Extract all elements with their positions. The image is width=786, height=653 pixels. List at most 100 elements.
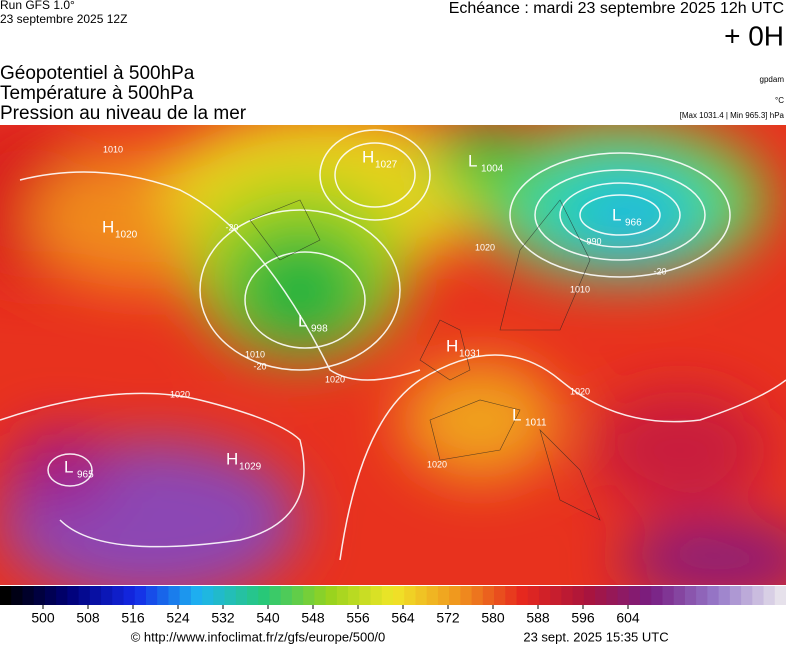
colorbar-swatch [22, 586, 35, 605]
title: Géopotentiel à 500hPa [0, 63, 195, 84]
colorbar-swatch [763, 586, 776, 605]
unit-temperature: °C [775, 96, 784, 105]
colorbar-swatch [291, 586, 304, 605]
colorbar-swatch [729, 586, 742, 605]
center-type: H [226, 449, 238, 468]
colorbar-swatch [67, 586, 80, 605]
colorbar: 500 508 516 524 532 540 548 556 564 572 580 588 596 6… [0, 586, 786, 626]
colorbar-swatch [538, 586, 551, 605]
contour-label: 1020 [570, 386, 590, 396]
colorbar-swatch [741, 586, 753, 605]
colorbar-swatch [269, 586, 282, 605]
colorbar-tick-label: 540 [256, 610, 280, 626]
colorbar-swatch [707, 586, 720, 605]
colorbar-swatch [494, 586, 506, 605]
colorbar-swatch [471, 586, 484, 605]
colorbar-swatch [314, 586, 327, 605]
colorbar-swatch [426, 586, 439, 605]
colorbar-swatch [561, 586, 574, 605]
colorbar-swatch [393, 586, 405, 605]
colorbar-swatch [550, 586, 562, 605]
pressure-range: [Max 1031.4 | Min 965.3] hPa [680, 111, 785, 120]
contour-label: 1010 [245, 349, 265, 359]
center-value: 1004 [481, 164, 504, 175]
center-value: 1031 [459, 349, 482, 360]
colorbar-tick-label: 564 [391, 610, 415, 626]
title: Température à 500hPa [0, 83, 194, 104]
center-type: H [102, 217, 114, 236]
colorbar-swatch [505, 586, 518, 605]
contour-label: -20 [253, 361, 266, 371]
colorbar-swatch [449, 586, 461, 605]
colorbar-swatch [145, 586, 158, 605]
colorbar-tick-label: 572 [436, 610, 460, 626]
colorbar-swatch [247, 586, 259, 605]
contour-label: -20 [225, 222, 238, 232]
colorbar-tick-label: 524 [166, 610, 190, 626]
colorbar-swatch [527, 586, 540, 605]
colorbar-tick-label: 500 [31, 610, 55, 626]
contour-label: 1020 [427, 459, 447, 469]
center-value: 1020 [115, 230, 138, 241]
colorbar-swatch [348, 586, 360, 605]
contour-label: 1010 [570, 284, 590, 294]
contour-label: 1010 [103, 144, 123, 154]
colorbar-swatch [123, 586, 136, 605]
colorbar-swatch [33, 586, 46, 605]
colorbar-tick-label: 588 [526, 610, 550, 626]
colorbar-swatch [359, 586, 372, 605]
colorbar-swatch [628, 586, 641, 605]
colorbar-swatch [213, 586, 226, 605]
colorbar-swatch [336, 586, 349, 605]
center-type: H [362, 147, 374, 166]
run-date: 23 septembre 2025 12Z [0, 12, 127, 26]
timestamp: 23 sept. 2025 15:35 UTC [523, 629, 668, 644]
colorbar-swatch [325, 586, 338, 605]
colorbar-swatch [774, 586, 786, 605]
colorbar-swatch [224, 586, 237, 605]
contour-label: 990 [586, 236, 601, 246]
colorbar-tick-label: 604 [616, 610, 640, 626]
colorbar-swatch [381, 586, 394, 605]
colorbar-swatch [437, 586, 450, 605]
center-type: L [298, 311, 307, 330]
colorbar-tick-label: 596 [571, 610, 595, 626]
colorbar-swatch [190, 586, 203, 605]
unit-geopotential: gpdam [760, 75, 785, 84]
colorbar-tick-label: 548 [301, 610, 325, 626]
colorbar-swatch [202, 586, 214, 605]
colorbar-swatch [101, 586, 113, 605]
colorbar-swatch [89, 586, 102, 605]
colorbar-swatch [404, 586, 416, 605]
colorbar-swatch [662, 586, 675, 605]
colorbar-swatch [134, 586, 147, 605]
contour-labels: 1010 1020 1020 1020 1010 -20 -20 990 1010 1020 102… [103, 144, 667, 469]
colorbar-tick-label: 556 [346, 610, 370, 626]
center-value: 1029 [239, 462, 262, 473]
center-value: 1027 [375, 160, 398, 171]
colorbar-swatch [168, 586, 181, 605]
colorbar-swatch [651, 586, 663, 605]
contour-label: -20 [653, 266, 666, 276]
contour-label: 1020 [475, 242, 495, 252]
colorbar-swatch [235, 586, 248, 605]
colorbar-swatch [617, 586, 630, 605]
colorbar-tick-label: 516 [121, 610, 145, 626]
map [0, 125, 786, 585]
contour-label: 1020 [170, 389, 190, 399]
colorbar-swatch [415, 586, 428, 605]
colorbar-swatch [280, 586, 293, 605]
colorbar-swatch [370, 586, 383, 605]
center-value: 965 [77, 470, 94, 481]
center-type: L [512, 405, 521, 424]
colorbar-swatch [11, 586, 23, 605]
colorbar-swatch [595, 586, 607, 605]
colorbar-swatch [718, 586, 731, 605]
colorbar-swatch [606, 586, 619, 605]
colorbar-swatch [157, 586, 169, 605]
colorbar-swatch [258, 586, 270, 605]
colorbar-swatch [303, 586, 315, 605]
colorbar-swatch [44, 586, 57, 605]
center-value: 1011 [525, 418, 547, 429]
